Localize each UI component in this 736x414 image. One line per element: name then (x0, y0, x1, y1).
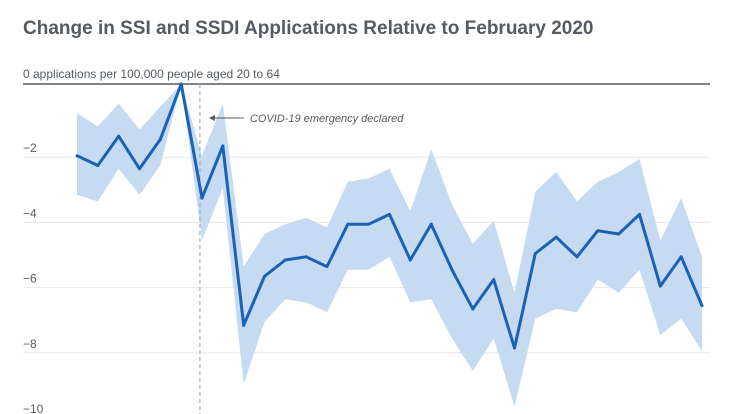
chart-title: Change in SSI and SSDI Applications Rela… (23, 18, 594, 39)
data-point (679, 255, 683, 259)
y-tick-label: −8 (23, 337, 37, 351)
data-point (346, 222, 350, 226)
annotation: COVID-19 emergency declared (208, 113, 404, 125)
data-point (138, 167, 141, 171)
data-point (263, 274, 266, 278)
data-point (492, 278, 496, 282)
data-point (575, 255, 579, 259)
y-tick-label: −4 (23, 206, 37, 220)
y-tick-labels: 0 applications per 100,000 people aged 2… (23, 67, 280, 414)
data-point (658, 284, 662, 288)
data-point (200, 196, 204, 200)
data-point (554, 235, 558, 239)
data-point (596, 229, 600, 233)
data-point (617, 232, 621, 236)
data-point (638, 212, 641, 216)
y-tick-label: −6 (23, 272, 37, 286)
y-tick-label: −2 (23, 141, 37, 155)
data-point (221, 144, 225, 148)
y-tick-label: −10 (23, 402, 44, 414)
data-point (388, 212, 391, 216)
annotation-arrowhead (208, 115, 215, 121)
data-point (533, 252, 537, 256)
data-point (96, 164, 100, 167)
data-point (242, 323, 246, 327)
data-point (158, 137, 162, 141)
data-point (408, 258, 412, 262)
data-point (513, 346, 516, 350)
data-point (450, 268, 454, 272)
data-point (283, 258, 287, 262)
data-point (179, 82, 183, 86)
data-point (117, 134, 121, 138)
data-point (471, 307, 475, 311)
annotation-label: COVID-19 emergency declared (250, 113, 404, 125)
data-point (304, 255, 308, 259)
data-points (75, 82, 704, 350)
data-point (700, 304, 704, 308)
data-point (75, 154, 79, 158)
confidence-band (77, 84, 702, 407)
data-point (429, 222, 433, 226)
data-point (367, 222, 371, 226)
data-point (325, 265, 329, 269)
y-tick-label: 0 applications per 100,000 people aged 2… (23, 67, 280, 81)
